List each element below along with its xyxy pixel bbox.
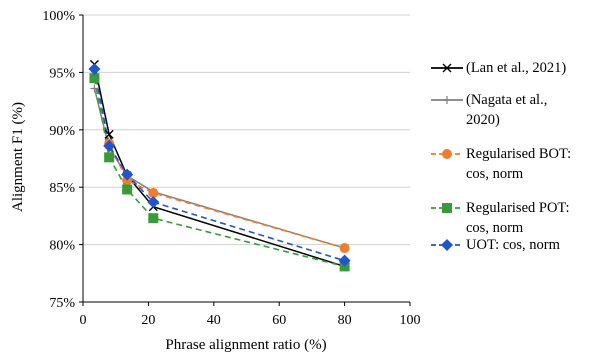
x-tick-label: 0: [80, 313, 87, 328]
data-point-series-4: [89, 73, 100, 84]
x-tick-label: 80: [338, 313, 352, 328]
series-line-2: [93, 88, 345, 249]
legend-marker: [441, 239, 453, 251]
legend-marker: [442, 63, 452, 73]
legend-label: UOT: cos, norm: [466, 237, 560, 253]
y-tick-label: 80%: [49, 239, 75, 254]
y-tick-label: 90%: [49, 124, 75, 139]
legend-swatch: [431, 203, 463, 213]
series-lines: [93, 64, 345, 268]
data-point-series-5: [147, 196, 160, 209]
x-tick-label: 100: [400, 313, 421, 328]
data-point-series-4: [122, 184, 133, 195]
tick-labels: 75% 80% 85% 90% 95% 100% 0 20 40 60 80 100: [42, 9, 420, 328]
legend-label: Regularised BOT: cos, norm: [466, 146, 572, 182]
y-tick-label: 100%: [42, 9, 75, 24]
series-markers: [88, 59, 351, 272]
data-point-series-5: [103, 139, 116, 152]
legend-label: Regularised POT: cos, norm: [466, 200, 570, 236]
data-point-series-5: [88, 62, 101, 75]
data-point-series-5: [121, 168, 134, 181]
data-point-series-3: [339, 243, 350, 254]
data-point-series-5: [338, 254, 351, 267]
data-point-series-3: [148, 187, 159, 198]
legend-label: (Lan et al., 2021): [466, 60, 567, 76]
axes: [79, 14, 411, 306]
legend-label: (Nagata et al., 2020): [466, 92, 548, 128]
x-tick-label: 60: [272, 313, 286, 328]
x-tick-label: 40: [207, 313, 221, 328]
series-line-1: [93, 64, 345, 268]
data-point-series-2: [90, 84, 99, 93]
y-tick-label: 85%: [49, 181, 75, 196]
legend-marker: [443, 96, 451, 104]
legend-marker: [442, 203, 452, 213]
x-axis-label: Phrase alignment ratio (%): [165, 337, 326, 353]
legend-swatch: [431, 63, 463, 73]
data-point-series-4: [104, 152, 115, 163]
series-line-4: [93, 77, 345, 268]
y-tick-label: 75%: [49, 296, 75, 311]
series-line-3: [93, 77, 345, 249]
data-point-series-4: [148, 213, 159, 224]
gridlines: [83, 14, 410, 303]
data-point-series-1: [104, 129, 114, 139]
y-tick-label: 95%: [49, 66, 75, 81]
legend-swatch: [431, 96, 463, 104]
series-line-5: [93, 68, 345, 262]
legend-marker: [442, 149, 452, 159]
legend-swatch: [431, 239, 463, 251]
y-axis-label: Alignment F1 (%): [10, 102, 26, 212]
legend-swatch: [431, 149, 463, 159]
x-tick-label: 20: [141, 313, 155, 328]
